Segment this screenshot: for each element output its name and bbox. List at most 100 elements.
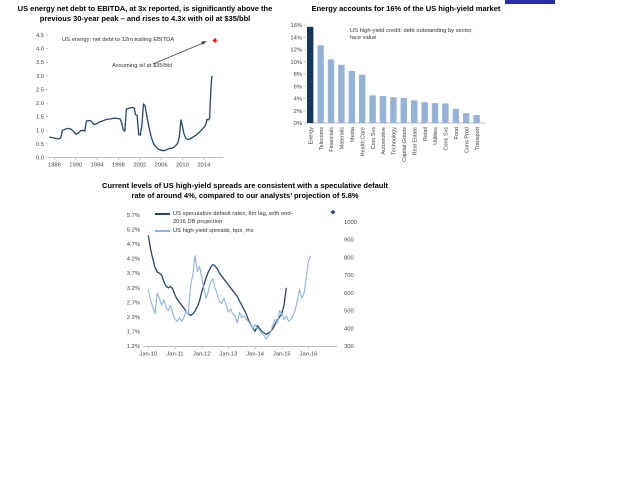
bar-Cons Svs	[442, 103, 449, 123]
chart-defaults-spreads: Current levels of US high-yield spreads …	[95, 181, 395, 366]
right-y-tick-label: 600	[344, 291, 354, 297]
right-y-tick-label: 500	[344, 309, 354, 315]
x-category-label: Cons Svs	[444, 127, 450, 151]
chart-title: Current levels of US high-yield spreads …	[102, 181, 388, 200]
x-category-label: Financials	[329, 127, 335, 152]
annotation-arrow-head	[201, 41, 207, 45]
x-category-label: Food	[454, 127, 460, 140]
bar-Media	[348, 70, 355, 123]
right-y-tick-label: 300	[344, 344, 354, 350]
x-category-label: Transport	[475, 127, 481, 151]
right-y-tick-label: 900	[344, 238, 354, 244]
x-category-label: Cons Prod	[464, 127, 470, 153]
x-category-label: Retail	[423, 127, 429, 141]
x-tick-label: 1986	[48, 163, 61, 169]
bar-Energy	[307, 26, 314, 123]
hy-sectors-plot: 16% 14% 12% 10% 8% 6% 4% 2% 0% Energy Telecoms Fina…	[290, 23, 486, 162]
y-tick-label: 1.0	[36, 128, 44, 134]
end-2016-projection-marker	[330, 209, 336, 215]
oil-35-projection-marker	[212, 38, 218, 43]
right-y-tick-label: 400	[344, 326, 354, 332]
y-tick-label: 4.5	[36, 33, 44, 39]
x-tick-label: 1990	[69, 163, 82, 169]
right-y-tick-label: 800	[344, 255, 354, 261]
defaults-spreads-plot: 5.7% 5.2% 4.7% 4.2% 3.7% 3.2% 2.7% 2.2% 1.7% 1.2%…	[127, 209, 357, 358]
y-tick-label: 0.5	[36, 142, 44, 148]
x-tick-label: Jan-13	[220, 352, 238, 358]
y-tick-label: 6%	[294, 84, 302, 90]
legend-item-hy-spreads: US high-yield spreads, bps, rhs	[155, 227, 315, 235]
series-label: US energy: net debt to 12m trailing EBIT…	[62, 37, 175, 43]
left-y-tick-label: 5.2%	[127, 228, 140, 234]
x-category-label: Real Estate	[412, 127, 418, 155]
y-tick-label: 0%	[294, 121, 302, 127]
default-rates-series-line	[147, 235, 287, 336]
energy-leverage-series-line	[48, 75, 213, 152]
x-category-label: Automotive	[381, 127, 387, 155]
x-category-label: Health Care	[360, 127, 366, 156]
navy-line-swatch	[155, 213, 170, 215]
left-y-tick-label: 4.7%	[127, 242, 140, 248]
bar-Retail	[421, 102, 428, 123]
x-category-label: Telecoms	[319, 127, 325, 150]
chart-title: Energy accounts for 16% of the US high-y…	[311, 4, 501, 13]
y-tick-label: 4%	[294, 97, 302, 103]
y-tick-label: 1.5	[36, 115, 44, 121]
legend-label: US speculative default rates, 8m lag, wi…	[173, 211, 293, 225]
left-y-tick-label: 4.2%	[127, 257, 140, 263]
energy-leverage-plot: 4.5 4.0 3.5 3.0 2.5 2.0 1.5 1.0 0.5 0.0 1986 1990 19…	[36, 33, 223, 169]
annotation-arrow	[152, 43, 203, 65]
y-tick-label: 12%	[290, 48, 302, 54]
x-tick-label: 1998	[112, 163, 125, 169]
x-tick-label: Jan-10	[139, 352, 157, 358]
y-tick-label: 16%	[290, 23, 302, 29]
legend-item-default-rates: US speculative default rates, 8m lag, wi…	[155, 210, 315, 226]
bar-Automotive	[379, 96, 387, 123]
y-tick-label: 14%	[290, 35, 302, 41]
bar-Technology	[390, 97, 397, 123]
x-tick-label: 2006	[155, 163, 168, 169]
bar-Telecoms	[317, 45, 324, 123]
bar-Cons Prod	[463, 113, 470, 123]
left-y-tick-label: 5.7%	[127, 213, 140, 219]
light-blue-line-swatch	[155, 230, 170, 232]
x-category-label: Capital Goods	[402, 127, 408, 162]
chart-hy-sectors: Energy accounts for 16% of the US high-y…	[288, 4, 524, 190]
x-category-label: Materials	[340, 127, 346, 150]
series-label: US high-yield credit: debt outstanding b…	[350, 28, 473, 41]
bar-Real Estate	[411, 100, 418, 123]
chart-energy-leverage: US energy net debt to EBITDA, at 3x repo…	[4, 4, 286, 174]
bar-Health Care	[359, 74, 366, 123]
bar-Transport	[473, 115, 480, 123]
bar-Materials	[338, 64, 345, 123]
left-y-tick-label: 2.7%	[127, 300, 140, 306]
x-tick-label: Jan-11	[166, 352, 183, 358]
x-category-label: Utilities	[433, 127, 439, 145]
x-tick-label: Jan-15	[273, 352, 291, 358]
x-tick-label: 2002	[133, 163, 146, 169]
legend-label: US high-yield spreads, bps, rhs	[173, 228, 254, 234]
x-category-label: Technology	[392, 127, 398, 155]
bar-Food	[452, 108, 459, 123]
y-tick-label: 2.5	[36, 87, 44, 93]
x-category-label: Media	[350, 126, 356, 142]
left-y-tick-label: 1.2%	[127, 344, 140, 350]
left-y-tick-label: 3.2%	[127, 286, 140, 292]
y-tick-label: 3.0	[36, 74, 44, 80]
right-y-tick-label: 700	[344, 273, 354, 279]
y-tick-label: 0.0	[36, 156, 44, 162]
x-category-label: Energy	[308, 127, 314, 145]
bar-Financials	[327, 59, 335, 123]
x-tick-label: 2014	[197, 163, 211, 169]
y-tick-label: 10%	[290, 60, 302, 66]
y-tick-label: 4.0	[36, 47, 44, 53]
y-tick-label: 8%	[294, 72, 302, 78]
y-tick-label: 2.0	[36, 101, 44, 107]
x-tick-label: 1994	[91, 163, 105, 169]
bar-Utilities	[431, 103, 439, 123]
x-tick-label: 2010	[176, 163, 189, 169]
x-tick-label: Jan-14	[246, 352, 265, 358]
x-tick-label: Jan-12	[193, 352, 211, 358]
left-y-tick-label: 2.2%	[127, 315, 140, 321]
